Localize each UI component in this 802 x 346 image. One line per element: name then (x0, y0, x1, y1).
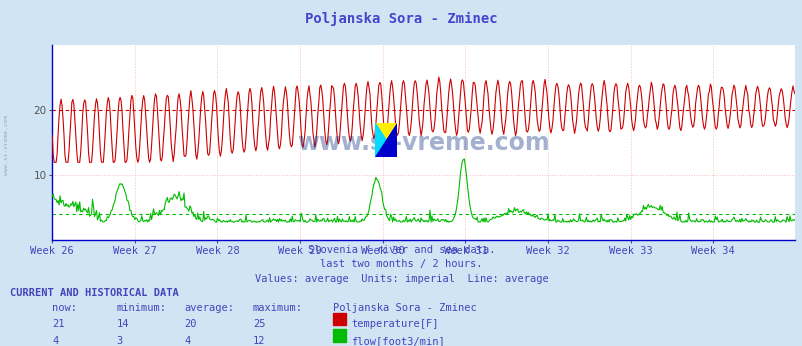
Text: www.si-vreme.com: www.si-vreme.com (297, 131, 549, 155)
Text: Poljanska Sora - Zminec: Poljanska Sora - Zminec (333, 303, 476, 313)
Text: 12: 12 (253, 336, 265, 346)
Polygon shape (375, 123, 397, 157)
Text: minimum:: minimum: (116, 303, 166, 313)
Text: last two months / 2 hours.: last two months / 2 hours. (320, 260, 482, 270)
Text: CURRENT AND HISTORICAL DATA: CURRENT AND HISTORICAL DATA (10, 288, 178, 298)
Polygon shape (375, 123, 397, 157)
Text: 21: 21 (52, 319, 65, 329)
Text: 14: 14 (116, 319, 129, 329)
Text: maximum:: maximum: (253, 303, 302, 313)
Text: Slovenia / river and sea data.: Slovenia / river and sea data. (307, 245, 495, 255)
Text: 4: 4 (52, 336, 59, 346)
Text: 20: 20 (184, 319, 197, 329)
Text: 4: 4 (184, 336, 191, 346)
Text: Poljanska Sora - Zminec: Poljanska Sora - Zminec (305, 12, 497, 26)
Text: www.si-vreme.com: www.si-vreme.com (4, 115, 9, 175)
Polygon shape (375, 123, 397, 157)
Text: 3: 3 (116, 336, 123, 346)
Text: Values: average  Units: imperial  Line: average: Values: average Units: imperial Line: av… (254, 274, 548, 284)
Text: 25: 25 (253, 319, 265, 329)
Text: flow[foot3/min]: flow[foot3/min] (350, 336, 444, 346)
Text: average:: average: (184, 303, 234, 313)
Text: now:: now: (52, 303, 77, 313)
Text: temperature[F]: temperature[F] (350, 319, 438, 329)
